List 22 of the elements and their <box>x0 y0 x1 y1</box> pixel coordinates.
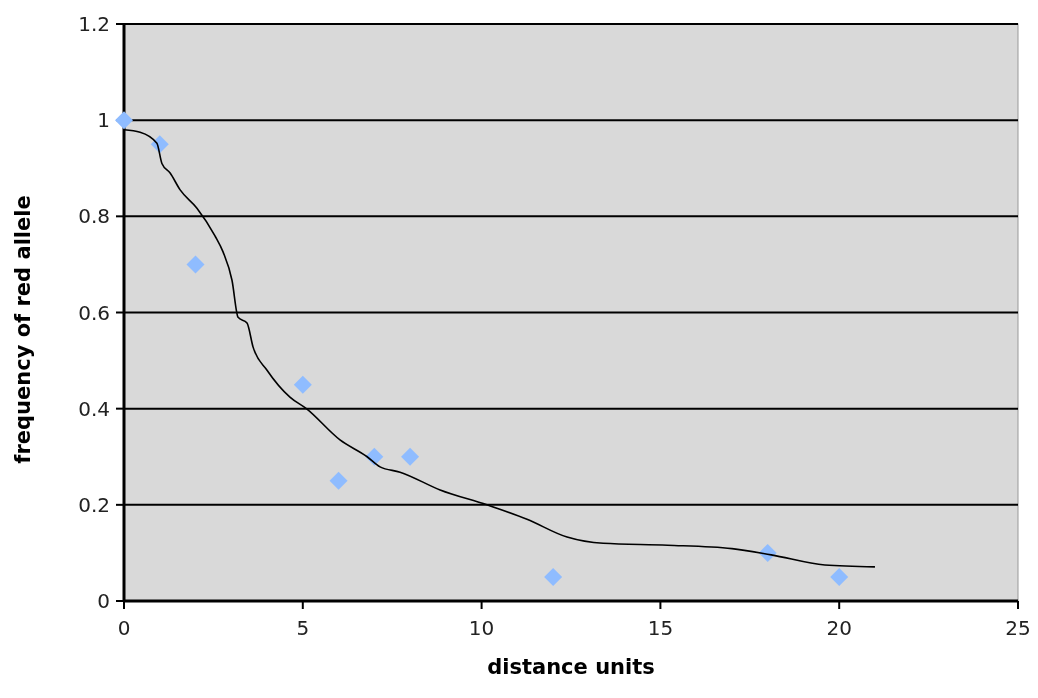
y-tick-label: 0.2 <box>78 492 110 517</box>
x-tick-label: 10 <box>468 616 495 640</box>
point <box>186 255 205 274</box>
x-tick-label: 20 <box>826 616 852 640</box>
point <box>401 447 420 466</box>
point <box>329 471 348 490</box>
x-tick-label: 15 <box>647 616 674 640</box>
y-tick-label: 1 <box>97 108 110 133</box>
point <box>115 111 133 130</box>
y-axis-title: frequency of red allele <box>11 195 35 464</box>
point <box>830 567 849 586</box>
x-axis-title: distance units <box>487 655 655 679</box>
point <box>293 375 312 394</box>
x-tick-label: 5 <box>296 616 310 640</box>
x-tick-label: 25 <box>1005 616 1031 640</box>
y-tick-label: 1.2 <box>78 12 110 36</box>
y-tick-label: 0.8 <box>78 204 110 229</box>
y-tick-label: 0.6 <box>78 300 110 325</box>
y-tick-label: 0 <box>97 589 110 613</box>
x-tick-label: 0 <box>117 616 131 640</box>
y-tick-label: 0.4 <box>78 396 110 421</box>
point <box>544 567 563 586</box>
